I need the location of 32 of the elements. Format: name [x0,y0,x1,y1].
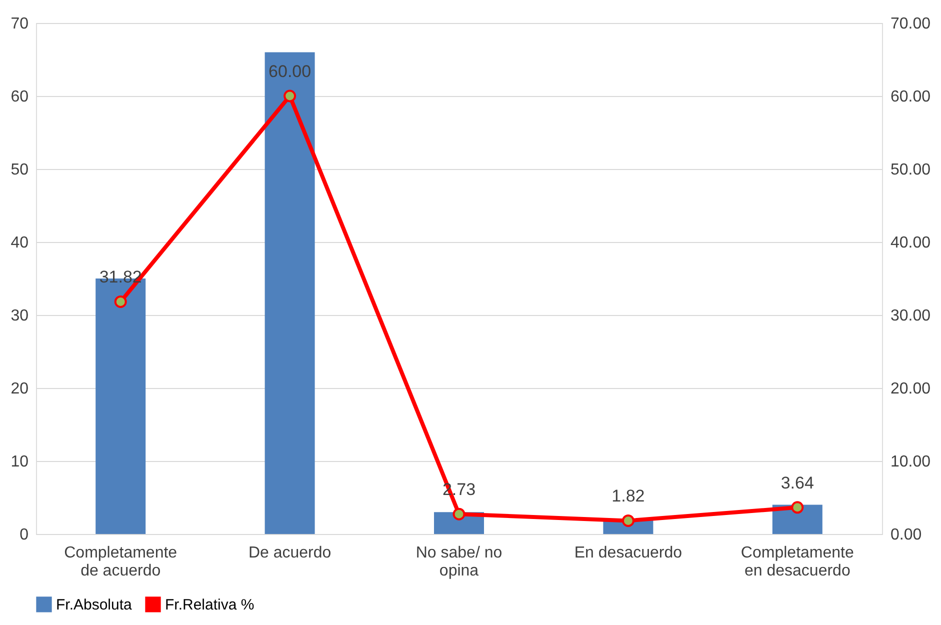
y2-tick-label: 20.00 [890,380,931,398]
y-tick-label: 40 [10,234,29,252]
y2-tick-label: 0.00 [890,526,922,544]
x-tick-label: No sabe/ no opina [416,544,502,580]
y-tick-label: 60 [10,88,29,106]
y-tick-label: 30 [10,308,29,324]
y2-tick-label: 60.00 [890,88,931,106]
point [622,514,634,527]
point [284,90,296,102]
y2-tick-label: 10.00 [890,454,931,470]
point [791,501,804,514]
y2-tick-label: 70.00 [890,16,931,32]
legend-label: Fr.Absoluta [56,596,133,614]
y-tick-label: 70 [10,16,29,32]
point [114,295,127,308]
data-label: 1.82 [612,486,645,506]
x-tick-label: De acuerdo [248,544,332,562]
x-tick-label: En desacuerdo [574,544,682,562]
y2-tick-label: 30.00 [890,308,931,324]
point [452,508,466,520]
y-tick-label: 0 [20,526,29,544]
y-tick-label: 20 [10,380,29,398]
y-tick-label: 50 [10,162,29,178]
y2-tick-label: 40.00 [890,234,931,252]
data-label: 3.64 [780,473,814,492]
x-tick-label: Completamente en desacuerdo [740,544,854,580]
bar [264,52,315,534]
y2-tick-label: 50.00 [890,162,931,178]
y-tick-label: 10 [10,454,29,470]
legend-label: Fr.Relativa % [165,596,254,614]
x-tick-label: Completamente de acuerdo [64,544,178,580]
data-label: 60.00 [268,62,312,81]
